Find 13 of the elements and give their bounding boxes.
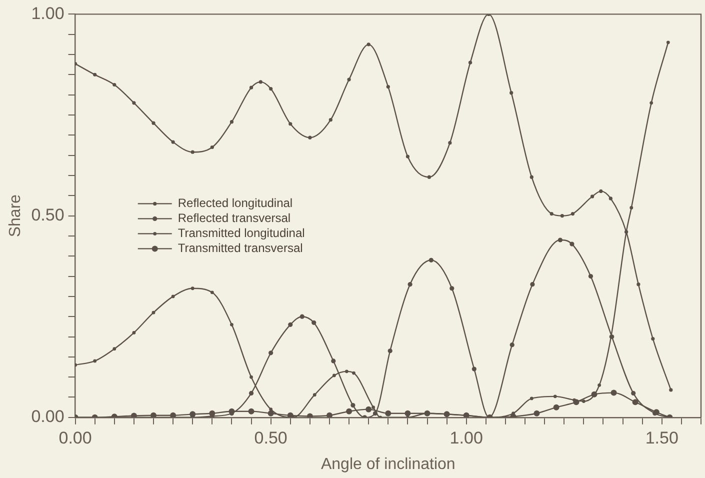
x-tick-label: 1.50 (645, 428, 678, 448)
legend-label: Reflected transversal (178, 211, 291, 226)
y-tick-label: 0.00 (31, 407, 64, 426)
x-tick-label: 0.50 (254, 428, 288, 448)
y-tick-label: 1.00 (31, 4, 64, 23)
y-axis-title: Share (7, 194, 24, 238)
x-axis-title: Angle of inclination (320, 456, 456, 473)
legend-label: Transmitted transversal (178, 241, 303, 256)
y-tick-label: 0.50 (31, 205, 64, 224)
legend-label: Reflected longitudinal (178, 196, 293, 210)
x-tick-label: 0.00 (58, 428, 92, 448)
x-tick-label: 1.00 (450, 428, 483, 448)
legend-label: Transmitted longitudinal (178, 226, 305, 240)
